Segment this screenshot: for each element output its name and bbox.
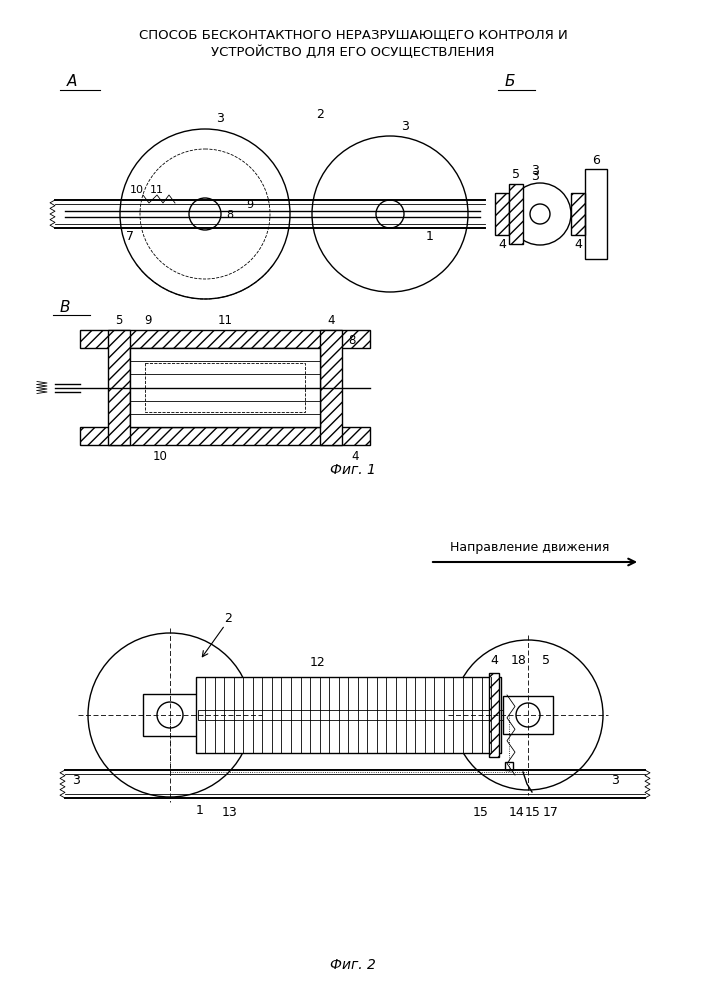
Text: 1: 1 [426,231,434,243]
Bar [509,184,523,244]
Text: Фиг. 2: Фиг. 2 [330,958,376,972]
Text: 5: 5 [542,654,550,668]
Text: 10: 10 [153,450,168,464]
Text: 3: 3 [72,774,80,786]
Text: СПОСОБ БЕСКОНТАКТНОГО НЕРАЗРУШАЮЩЕГО КОНТРОЛЯ И: СПОСОБ БЕСКОНТАКТНОГО НЕРАЗРУШАЮЩЕГО КОН… [139,28,568,41]
Text: 5: 5 [512,167,520,180]
Bar [80,427,370,445]
Text: 3: 3 [611,774,619,786]
Text: 4: 4 [327,314,334,326]
Text: 10: 10 [130,185,144,195]
Text: 5: 5 [115,314,123,326]
Bar [197,710,503,720]
Bar [130,348,320,427]
Text: 11: 11 [150,185,164,195]
Text: УСТРОЙСТВО ДЛЯ ЕГО ОСУЩЕСТВЛЕНИЯ: УСТРОЙСТВО ДЛЯ ЕГО ОСУЩЕСТВЛЕНИЯ [211,45,495,59]
Text: 1: 1 [196,804,204,816]
Text: 18: 18 [511,654,527,668]
Text: 9: 9 [247,200,254,210]
Text: Б: Б [505,75,515,90]
Text: Фиг. 1: Фиг. 1 [330,463,376,477]
Bar [503,696,553,734]
Text: 4: 4 [498,238,506,251]
Text: 13: 13 [222,806,238,818]
Bar [495,193,509,235]
Text: 3: 3 [531,169,539,182]
Text: 4: 4 [351,450,358,464]
Bar [145,363,305,412]
Text: 8: 8 [226,210,233,220]
Bar [320,330,342,445]
Text: 14: 14 [509,806,525,818]
Bar [80,330,370,348]
Text: 2: 2 [316,107,324,120]
Bar [571,193,585,235]
Bar [489,673,499,757]
Text: 12: 12 [310,656,326,668]
Text: Направление движения: Направление движения [450,542,609,554]
Bar [108,330,130,445]
Bar [196,677,501,753]
Text: 17: 17 [543,806,559,818]
Text: 3: 3 [401,119,409,132]
Text: 6: 6 [592,153,600,166]
Bar [505,762,513,770]
Text: 2: 2 [224,612,232,626]
Text: В: В [60,300,70,314]
Text: 15: 15 [525,806,541,818]
Text: 7: 7 [126,231,134,243]
Text: А: А [67,75,77,90]
Bar [143,694,197,736]
Text: 15: 15 [473,806,489,818]
Text: 8: 8 [349,334,356,347]
Bar [585,169,607,259]
Text: 9: 9 [144,314,152,326]
Text: 4: 4 [490,654,498,668]
Text: 4: 4 [574,238,582,251]
Text: 3: 3 [216,112,224,125]
Text: 3: 3 [531,163,539,176]
Text: 11: 11 [218,314,233,326]
